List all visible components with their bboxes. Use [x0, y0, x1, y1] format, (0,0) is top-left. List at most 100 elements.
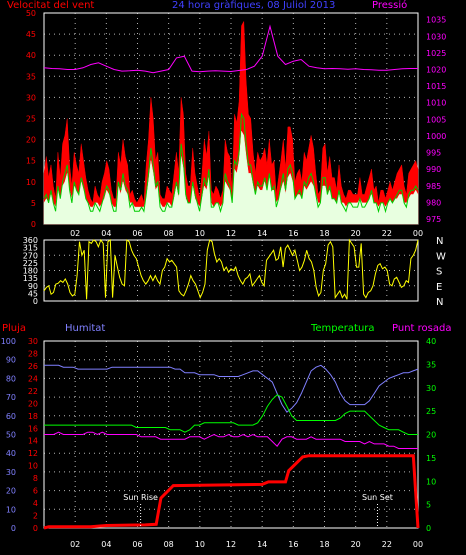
chart-title: 24 hora gràfiques, 08 Juliol 2013 — [172, 0, 335, 11]
temperature-label: Temperatura — [310, 323, 375, 334]
pressure-tick-label: 1000 — [426, 132, 446, 141]
direction-series — [43, 238, 419, 300]
gust-area — [43, 20, 419, 225]
rain-tick-label: 18 — [28, 412, 38, 421]
direction-tick-label: 180 — [23, 267, 38, 276]
wind-series — [43, 20, 419, 225]
pressure-label: Pressió — [372, 0, 407, 11]
x-tick-label: 06 — [132, 540, 142, 549]
rain-tick-label: 8 — [33, 474, 38, 483]
humidity-tick-label: 0 — [11, 524, 16, 533]
rain-tick-label: 24 — [28, 374, 38, 383]
direction-tick-label: 225 — [23, 259, 38, 268]
x-tick-label: 12 — [226, 540, 236, 549]
pressure-tick-label: 995 — [426, 149, 441, 158]
compass-letter: W — [436, 251, 446, 262]
x-tick-label: 02 — [70, 540, 80, 549]
pressure-tick-label: 1015 — [426, 82, 446, 91]
direction-tick-label: 360 — [23, 236, 38, 245]
pressure-tick-label: 980 — [426, 198, 441, 207]
rain-tick-label: 2 — [33, 512, 38, 521]
humidity-tick-label: 50 — [6, 431, 16, 440]
wind-speed-label: Velocitat del vent — [7, 0, 94, 11]
pressure-line — [43, 24, 418, 74]
x-tick-label: 04 — [101, 540, 111, 549]
compass-letter: E — [436, 282, 442, 293]
rain-tick-label: 0 — [33, 524, 38, 533]
temp-grid — [44, 340, 418, 528]
temp-tick-label: 25 — [426, 407, 436, 416]
x-tick-label: 00 — [413, 540, 423, 549]
pressure-tick-label: 1020 — [426, 65, 446, 74]
wind-tick-label: 5 — [31, 199, 36, 208]
rain-tick-label: 12 — [28, 449, 38, 458]
temp-tick-label: 5 — [426, 501, 431, 510]
x-tick-label: 22 — [382, 540, 392, 549]
x-tick-label: 14 — [257, 229, 267, 238]
humidity-tick-label: 20 — [6, 487, 16, 496]
dewpoint-line — [44, 431, 418, 449]
rain-tick-label: 26 — [28, 362, 38, 371]
direction-tick-label: 270 — [23, 251, 38, 260]
rain-label: Pluja — [2, 323, 26, 334]
pressure-tick-label: 985 — [426, 182, 441, 191]
sun-annotation-label: Sun Set — [362, 493, 393, 502]
wind-time-axis: 02 04 06 08 10 12 14 16 18 20 22 00 — [70, 229, 423, 238]
x-tick-label: 16 — [288, 540, 298, 549]
humidity-tick-label: 10 — [6, 505, 16, 514]
rain-tick-label: 14 — [28, 437, 38, 446]
x-tick-label: 00 — [413, 229, 423, 238]
temp-tick-label: 40 — [426, 337, 436, 346]
direction-tick-label: 90 — [28, 282, 38, 291]
compass-letter: S — [436, 267, 442, 278]
temperature-rain-panel: Pluja Humitat Temperatura Punt rosada 0 1… — [1, 323, 452, 549]
wind-tick-label: 40 — [26, 51, 36, 60]
humidity-tick-label: 100 — [1, 337, 16, 346]
x-tick-label: 04 — [101, 229, 111, 238]
wind-tick-label: 20 — [26, 136, 36, 145]
temperature-axis: 0 5 10 15 20 25 30 35 40 — [426, 337, 436, 533]
humidity-tick-label: 80 — [6, 374, 16, 383]
x-tick-label: 20 — [351, 540, 361, 549]
direction-tick-label: 315 — [23, 244, 38, 253]
dewpoint-label: Punt rosada — [392, 323, 451, 334]
pressure-tick-label: 1035 — [426, 16, 446, 25]
x-tick-label: 06 — [132, 229, 142, 238]
direction-tick-label: 135 — [23, 274, 38, 283]
humidity-label: Humitat — [65, 323, 105, 334]
humidity-tick-label: 40 — [6, 449, 16, 458]
direction-tick-label: 45 — [28, 289, 38, 298]
sun-annotation-label: Sun Rise — [123, 493, 158, 502]
rain-tick-label: 30 — [28, 337, 38, 346]
humidity-line — [44, 364, 419, 413]
wind-tick-label: 45 — [26, 30, 36, 39]
sun-annotations: Sun Rise Sun Set — [123, 493, 393, 526]
rain-tick-label: 4 — [33, 499, 38, 508]
temp-tick-label: 0 — [426, 524, 431, 533]
x-tick-label: 10 — [195, 540, 205, 549]
x-tick-label: 08 — [164, 229, 174, 238]
humidity-tick-label: 90 — [6, 356, 16, 365]
x-tick-label: 14 — [257, 540, 267, 549]
wind-tick-label: 15 — [26, 157, 36, 166]
pressure-tick-label: 990 — [426, 165, 441, 174]
wind-tick-label: 30 — [26, 93, 36, 102]
x-tick-label: 18 — [319, 229, 329, 238]
rain-tick-label: 16 — [28, 424, 38, 433]
x-tick-label: 12 — [226, 229, 236, 238]
temperature-line — [44, 394, 418, 435]
humidity-tick-label: 70 — [6, 393, 16, 402]
pressure-tick-label: 1005 — [426, 115, 446, 124]
wind-tick-label: 25 — [26, 115, 36, 124]
humidity-axis: 0 10 20 30 40 50 60 70 80 90 100 — [1, 337, 16, 533]
wind-line — [43, 112, 419, 214]
pressure-tick-label: 1030 — [426, 32, 446, 41]
temp-series — [43, 364, 420, 530]
rain-tick-label: 10 — [28, 462, 38, 471]
wind-tick-label: 35 — [26, 72, 36, 81]
wind-tick-label: 0 — [31, 220, 36, 229]
rain-tick-label: 20 — [28, 399, 38, 408]
temp-tick-label: 30 — [426, 384, 436, 393]
